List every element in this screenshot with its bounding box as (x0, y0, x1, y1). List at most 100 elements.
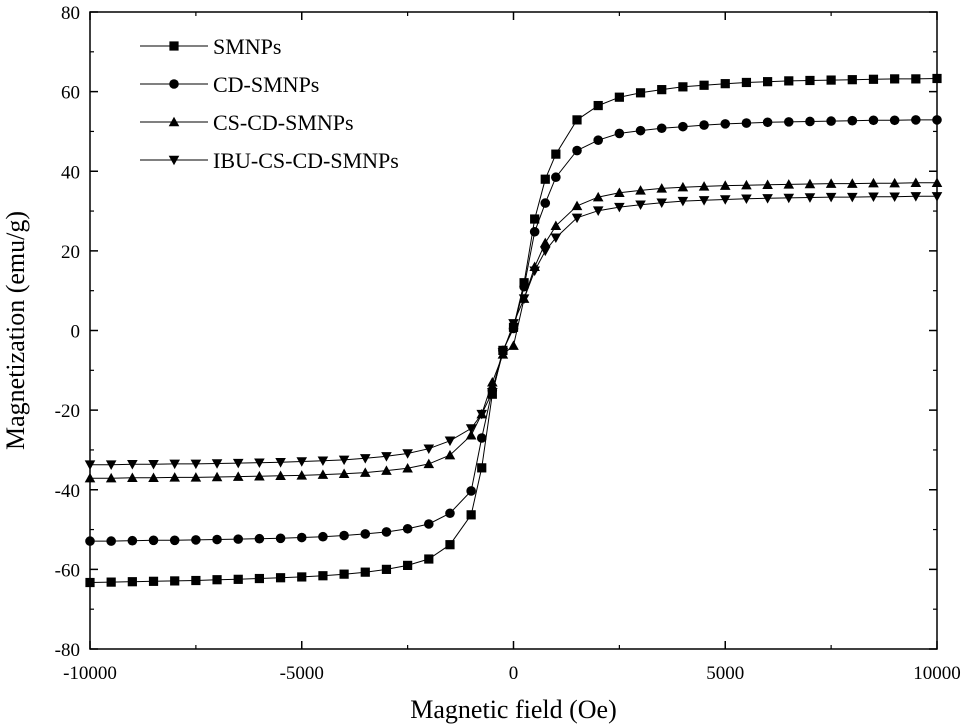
data-point-ibu-cs-cd-smnps (656, 198, 668, 208)
x-tick-label: -10000 (63, 663, 117, 684)
data-point-cd-smnps (889, 115, 900, 126)
legend-marker-smnps (169, 41, 179, 51)
data-point-cs-cd-smnps (825, 178, 837, 188)
data-point-cd-smnps (762, 117, 773, 128)
data-point-cd-smnps (212, 534, 222, 545)
x-tick-label: 0 (509, 663, 519, 684)
data-point-cd-smnps (678, 121, 688, 132)
legend-marker-cd-smnps (169, 79, 179, 89)
data-point-cd-smnps (191, 535, 201, 545)
data-point-cs-cd-smnps (423, 458, 435, 469)
data-point-smnps (699, 80, 709, 90)
data-point-ibu-cs-cd-smnps (868, 192, 879, 203)
data-point-cd-smnps (339, 530, 349, 541)
legend-label-cd-smnps: CD-SMNPs (213, 72, 319, 97)
data-point-cs-cd-smnps (508, 340, 519, 350)
data-point-ibu-cs-cd-smnps (211, 459, 223, 469)
data-point-ibu-cs-cd-smnps (571, 213, 583, 224)
data-point-cs-cd-smnps (338, 468, 350, 479)
data-point-ibu-cs-cd-smnps (381, 452, 392, 462)
data-point-smnps (212, 575, 222, 585)
data-point-cs-cd-smnps (539, 237, 551, 248)
data-point-cs-cd-smnps (847, 178, 858, 188)
data-point-smnps (868, 74, 879, 84)
data-point-cd-smnps (572, 145, 582, 156)
data-point-smnps (127, 577, 137, 587)
data-point-smnps (477, 463, 487, 473)
x-axis-title: Magnetic field (Oe) (410, 695, 616, 724)
data-point-smnps (381, 564, 392, 574)
data-point-smnps (720, 79, 730, 89)
data-point-ibu-cs-cd-smnps (338, 455, 350, 466)
data-point-cd-smnps (529, 226, 540, 237)
data-point-ibu-cs-cd-smnps (254, 458, 265, 468)
data-point-ibu-cs-cd-smnps (359, 454, 371, 464)
data-point-ibu-cs-cd-smnps (677, 196, 689, 207)
data-point-cs-cd-smnps (571, 200, 583, 211)
data-point-cd-smnps (519, 281, 529, 292)
data-point-cs-cd-smnps (656, 183, 668, 193)
data-point-smnps (191, 575, 201, 586)
data-point-cs-cd-smnps (762, 179, 773, 190)
data-point-cd-smnps (381, 527, 392, 537)
data-point-ibu-cs-cd-smnps (804, 193, 816, 203)
data-point-smnps (741, 77, 752, 88)
series-cs-cd-smnps (84, 177, 943, 483)
data-point-smnps (890, 74, 900, 84)
data-point-cs-cd-smnps (148, 472, 159, 483)
data-point-smnps (635, 88, 646, 98)
data-point-ibu-cs-cd-smnps (910, 192, 922, 202)
data-point-cs-cd-smnps (614, 187, 625, 197)
data-point-smnps (847, 75, 857, 85)
data-point-smnps (593, 100, 603, 111)
data-point-ibu-cs-cd-smnps (127, 460, 138, 470)
data-point-smnps (445, 540, 455, 550)
legend-label-ibu-cs-cd-smnps: IBU-CS-CD-SMNPs (213, 148, 399, 173)
data-point-cs-cd-smnps (169, 472, 180, 482)
data-point-cs-cd-smnps (465, 429, 477, 440)
data-point-cd-smnps (445, 508, 455, 519)
data-point-ibu-cs-cd-smnps (539, 246, 551, 257)
data-point-cs-cd-smnps (783, 179, 795, 189)
data-point-cs-cd-smnps (889, 177, 900, 188)
data-point-cd-smnps (540, 198, 551, 208)
data-point-ibu-cs-cd-smnps (529, 266, 540, 277)
data-point-cd-smnps (402, 523, 413, 534)
data-point-cd-smnps (826, 116, 836, 126)
data-point-ibu-cs-cd-smnps (275, 458, 286, 468)
data-point-smnps (254, 573, 264, 584)
data-point-cs-cd-smnps (550, 220, 562, 231)
data-point-cs-cd-smnps (741, 179, 752, 190)
data-point-smnps (826, 75, 836, 85)
data-point-smnps (360, 567, 370, 577)
data-point-cd-smnps (148, 535, 159, 546)
data-point-smnps (540, 174, 550, 184)
y-tick-label: -40 (55, 481, 80, 502)
data-point-ibu-cs-cd-smnps (232, 458, 244, 469)
data-point-smnps (424, 554, 434, 564)
data-point-cd-smnps (424, 519, 434, 529)
data-point-cd-smnps (106, 536, 116, 546)
data-point-ibu-cs-cd-smnps (497, 348, 509, 358)
axes-layer: -10000 -5000 0 5000 10000 80 60 40 20 0 -20 -40 -60 -… (55, 3, 961, 684)
data-point-cd-smnps (847, 115, 858, 126)
x-tick-label: 5000 (706, 663, 744, 684)
plot-layer (84, 73, 943, 588)
data-point-smnps (678, 82, 688, 92)
y-axis-title: Magnetization (emu/g) (1, 211, 30, 450)
data-point-smnps (148, 576, 159, 586)
data-point-cs-cd-smnps (635, 185, 646, 195)
data-point-ibu-cs-cd-smnps (783, 193, 795, 204)
data-point-ibu-cs-cd-smnps (635, 200, 646, 210)
data-point-cd-smnps (476, 433, 487, 443)
data-point-smnps (911, 74, 921, 84)
data-point-ibu-cs-cd-smnps (476, 409, 488, 420)
data-point-cs-cd-smnps (105, 472, 117, 483)
data-point-cd-smnps (127, 535, 138, 546)
y-tick-label: -20 (55, 401, 80, 422)
data-point-ibu-cs-cd-smnps (550, 233, 562, 244)
data-point-cs-cd-smnps (381, 465, 392, 475)
data-point-cs-cd-smnps (275, 470, 286, 481)
data-point-ibu-cs-cd-smnps (105, 460, 117, 470)
